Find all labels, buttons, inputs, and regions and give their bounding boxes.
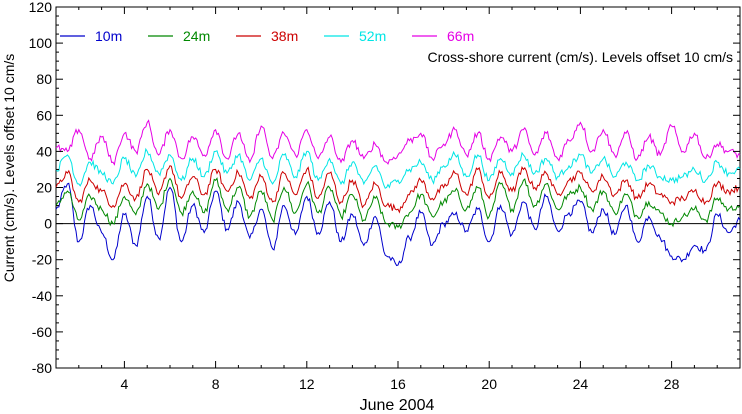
chart-annotation: Cross-shore current (cm/s). Levels offse… [428,49,734,65]
series-line-10m [55,182,741,267]
legend-label: 24m [183,28,210,44]
y-tick-label: 60 [36,107,52,123]
series-line-38m [55,165,741,214]
legend-label: 10m [95,28,122,44]
axes: -80 -60 -40 -20 0 20 40 60 80 100 120 4 8 12 16 20 24 28 [29,0,741,392]
series-line-66m [55,119,741,166]
legend-label: 66m [447,28,474,44]
y-tick-label: 80 [36,71,52,87]
y-tick-label: 100 [29,35,53,51]
y-tick-label: 0 [44,216,52,232]
legend: 10m 24m 38m 52m 66m [60,28,474,44]
y-tick-label: -40 [32,288,52,304]
x-tick-label: 24 [573,376,589,392]
x-tick-label: 12 [299,376,315,392]
series-lines [55,119,741,267]
x-tick-label: 4 [121,376,129,392]
x-tick-label: 8 [212,376,220,392]
x-axis-title: June 2004 [360,397,435,414]
y-axis-title: Current (cm/s). Levels offset 10 cm/s [1,54,17,282]
legend-label: 52m [359,28,386,44]
x-tick-label: 16 [390,376,406,392]
y-tick-label: 20 [36,180,52,196]
y-tick-label: -80 [32,360,52,376]
series-line-24m [55,177,741,231]
x-tick-label: 28 [664,376,680,392]
y-tick-label: 120 [29,0,53,15]
legend-label: 38m [271,28,298,44]
y-tick-label: 40 [36,143,52,159]
series-line-52m [55,147,741,189]
x-tick-label: 20 [481,376,497,392]
y-tick-label: -60 [32,324,52,340]
y-tick-label: -20 [32,252,52,268]
